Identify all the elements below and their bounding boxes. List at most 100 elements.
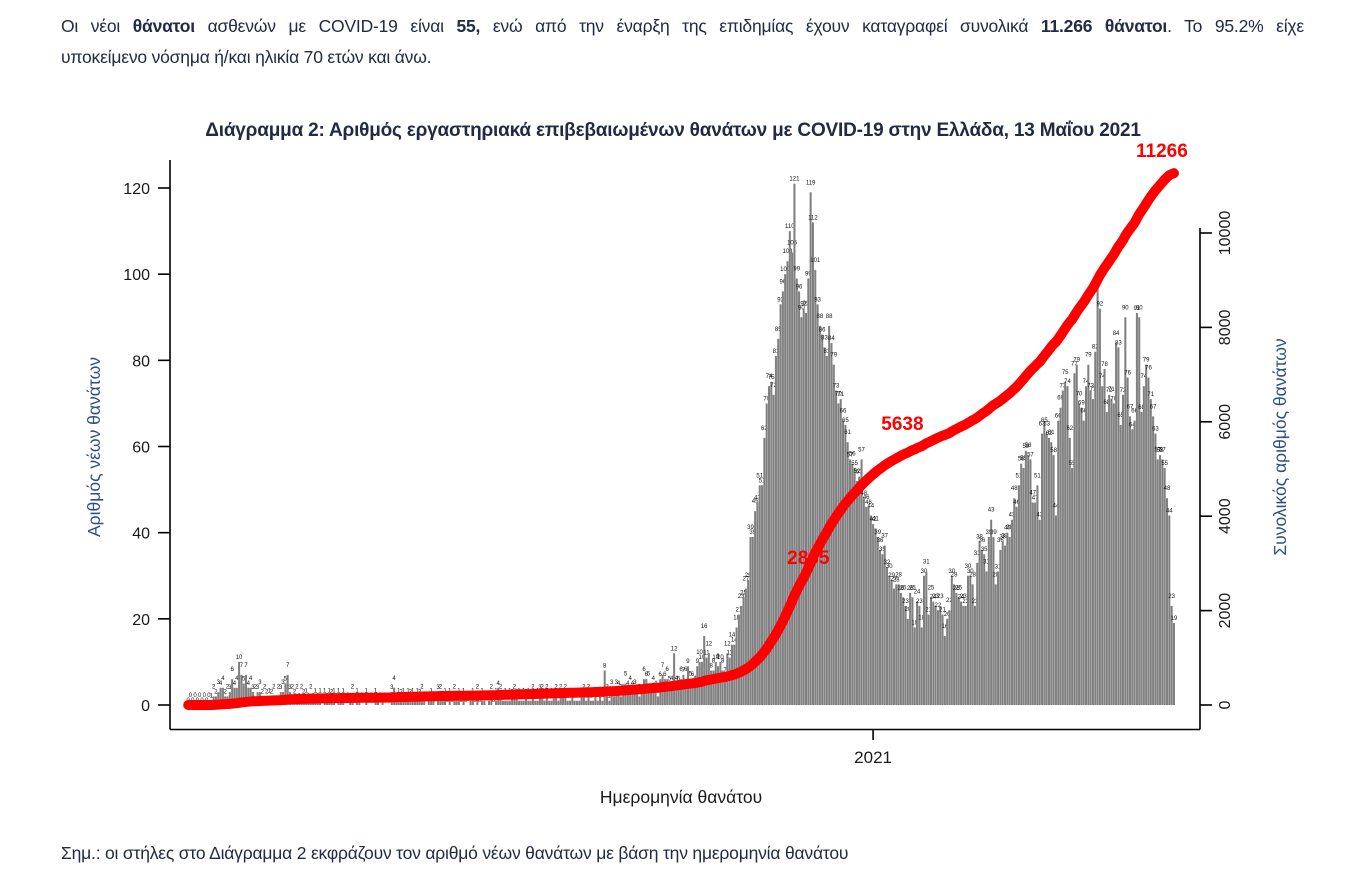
bar-value-label: 96: [796, 284, 803, 290]
bar-value-label: 79: [1073, 358, 1080, 364]
bar: [1038, 519, 1041, 705]
bar: [1170, 605, 1173, 705]
bar: [555, 696, 558, 705]
bar-value-label: 1: [328, 689, 332, 695]
bar: [455, 700, 458, 705]
bar-value-label: 4: [235, 676, 239, 682]
bar: [980, 549, 983, 705]
bar-value-label: 7: [661, 663, 665, 669]
bar: [1128, 416, 1131, 705]
bar-value-label: 2: [270, 689, 274, 695]
bar: [941, 614, 944, 705]
bar: [911, 597, 914, 705]
bar-value-label: 73: [833, 383, 840, 389]
bar: [1156, 459, 1159, 705]
bar: [1133, 420, 1136, 705]
bar: [675, 687, 678, 705]
bar-value-label: 92: [1097, 302, 1104, 308]
bar-value-label: 101: [810, 258, 821, 264]
bar-value-label: 2: [545, 684, 549, 690]
bar: [374, 700, 377, 705]
bar-value-label: 0: [464, 698, 468, 704]
bar-value-label: 1: [608, 694, 612, 700]
bar: [767, 386, 771, 705]
bar-value-label: 78: [1101, 362, 1108, 368]
bar-value-label: 66: [1055, 414, 1062, 420]
bar: [471, 700, 474, 705]
bar: [717, 666, 720, 705]
bar: [1119, 424, 1122, 705]
bar: [934, 605, 937, 705]
bar-value-label: 23: [902, 599, 909, 605]
bar-value-label: 1: [411, 689, 415, 695]
bar-value-label: 23: [960, 594, 967, 600]
line-annotation-11266: 11266: [1136, 141, 1188, 162]
bar: [821, 334, 824, 705]
bar: [835, 390, 838, 705]
bar-value-label: 4: [233, 681, 237, 687]
bar-value-label: 100: [780, 267, 791, 273]
bar-value-label: 4: [670, 676, 674, 682]
bar-value-label: 4: [617, 681, 621, 687]
y-axis-left-title: Αριθμός νέων θανάτων: [84, 357, 104, 537]
bar: [897, 584, 900, 705]
bar: [1138, 317, 1141, 705]
bar: [221, 687, 224, 705]
bar: [640, 692, 643, 705]
bar-value-label: 1: [397, 689, 401, 695]
bar: [615, 692, 618, 705]
bar: [654, 687, 657, 705]
bar-value-label: 0: [478, 698, 482, 704]
bar: [964, 605, 967, 705]
bar-value-label: 0: [198, 693, 202, 699]
bar: [1050, 442, 1053, 705]
bar: [481, 700, 484, 705]
bar: [545, 696, 548, 705]
bar: [774, 356, 777, 705]
bar: [1047, 437, 1051, 705]
bar: [853, 468, 856, 705]
bar: [879, 549, 882, 705]
bar-value-label: 35: [981, 547, 988, 553]
bar-value-label: 5: [242, 676, 246, 682]
bar-value-label: 2: [541, 684, 545, 690]
bar: [1163, 468, 1166, 705]
bar-value-label: 61: [844, 430, 851, 436]
bar: [1029, 459, 1032, 705]
bar-value-label: 0: [446, 698, 450, 704]
bar: [508, 700, 511, 705]
bar-value-label: 1: [304, 689, 308, 695]
bar: [469, 700, 472, 705]
bar: [599, 696, 602, 705]
bar: [1108, 394, 1111, 705]
bar: [740, 605, 743, 705]
bar-value-label: 2: [309, 684, 313, 690]
bar: [487, 700, 491, 705]
y-left-tick-label: 100: [123, 267, 150, 284]
bar-value-label: 25: [909, 585, 916, 591]
bar: [1071, 468, 1074, 705]
bar: [763, 437, 766, 705]
bar: [1165, 498, 1169, 705]
bar: [807, 278, 810, 705]
bar: [395, 700, 398, 705]
bar: [1073, 373, 1076, 705]
bar: [749, 536, 752, 705]
bar: [895, 584, 898, 705]
bar: [892, 588, 895, 705]
bar-value-label: 2: [295, 684, 299, 690]
bar-value-label: 2: [490, 684, 494, 690]
bar-value-label: 52: [854, 469, 861, 475]
bar-value-label: 2: [554, 684, 558, 690]
bar: [404, 700, 407, 705]
bar: [1131, 429, 1134, 705]
bar: [920, 627, 923, 705]
bar-value-label: 35: [879, 547, 886, 553]
bar-value-label: 88: [817, 314, 824, 320]
bar: [504, 700, 507, 705]
bar: [957, 597, 960, 705]
bar-value-label: 10: [699, 655, 706, 661]
bar: [432, 700, 435, 705]
bar: [788, 231, 791, 706]
